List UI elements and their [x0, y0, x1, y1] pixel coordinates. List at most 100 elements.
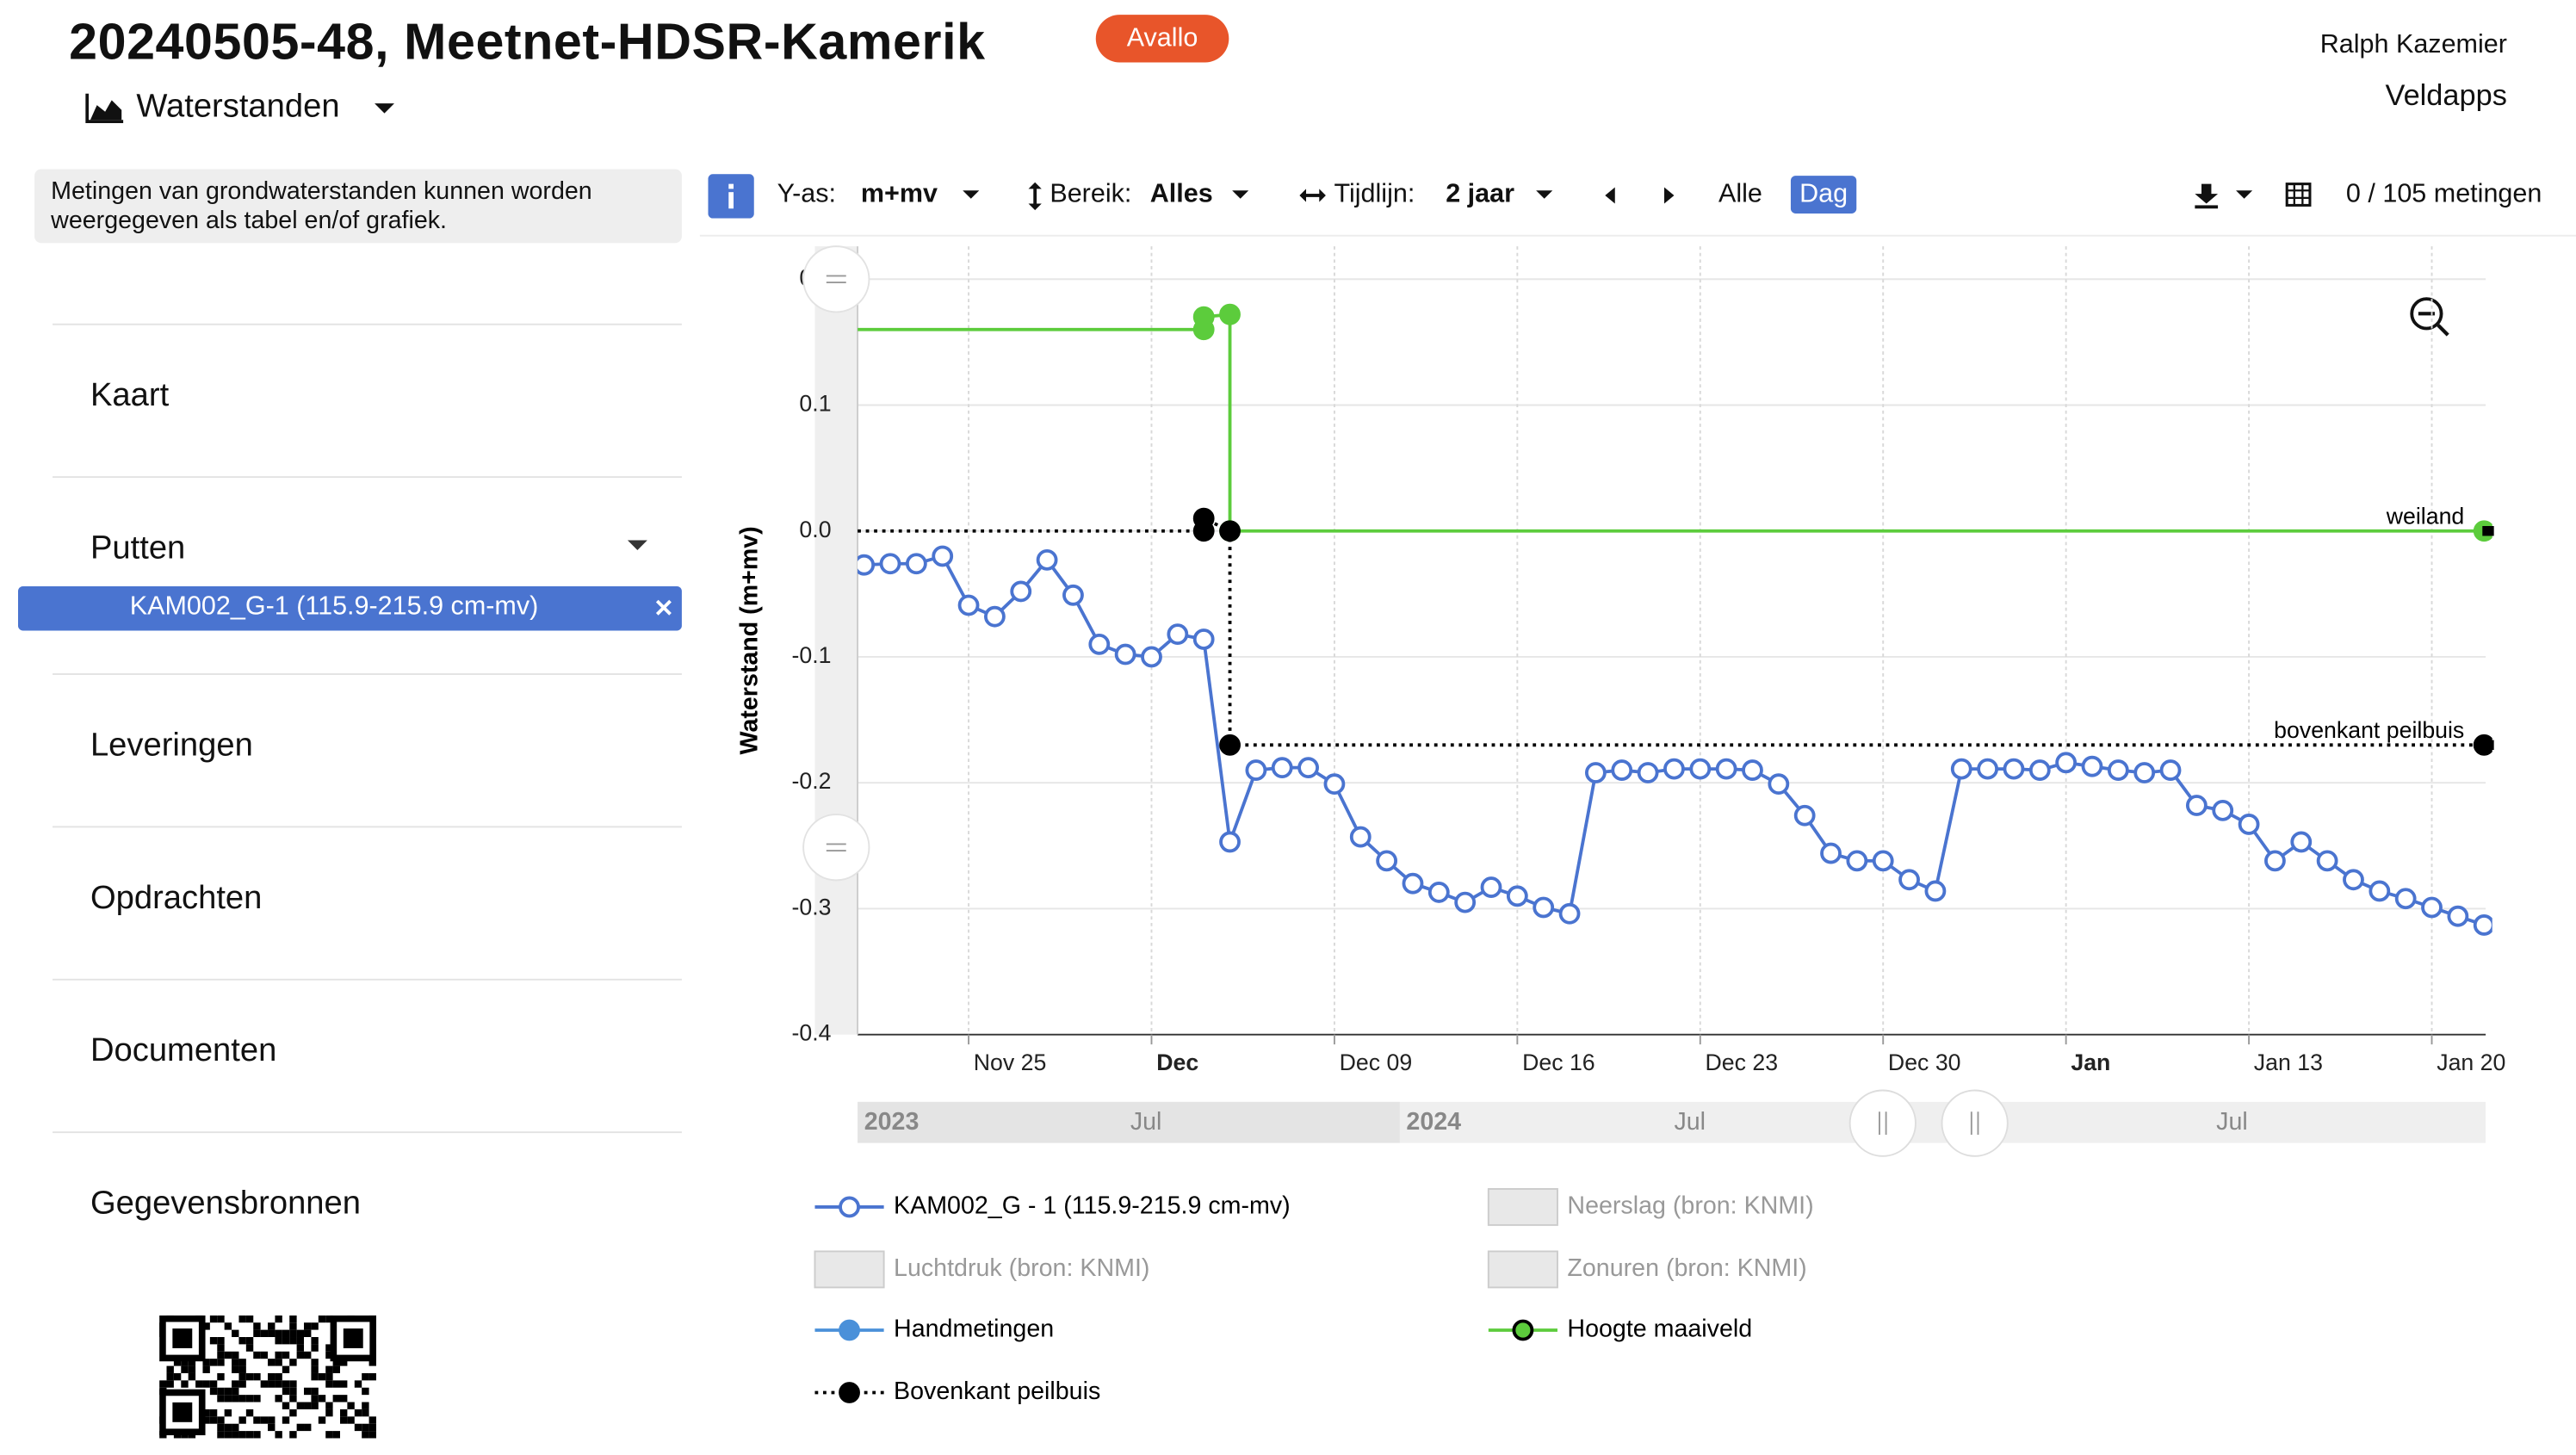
data-point	[1820, 842, 1842, 864]
qr-cell	[275, 1337, 282, 1345]
remove-icon[interactable]	[653, 597, 673, 617]
legend-item[interactable]: KAM002_G - 1 (115.9-215.9 cm-mv)	[814, 1192, 1291, 1220]
qr-cell	[260, 1380, 269, 1388]
view-dropdown[interactable]: Waterstanden	[136, 88, 340, 125]
qr-cell	[275, 1359, 282, 1366]
qr-cell	[195, 1380, 203, 1388]
navigator-handle-grip	[1970, 1111, 1979, 1136]
qr-cell	[253, 1395, 261, 1402]
data-point	[2264, 850, 2286, 872]
qr-cell	[304, 1329, 312, 1338]
legend-item[interactable]: Neerslag (bron: KNMI)	[1487, 1188, 1814, 1226]
qr-cell	[217, 1337, 225, 1345]
download-button[interactable]	[2193, 181, 2256, 210]
app-name[interactable]: Veldapps	[2385, 78, 2507, 112]
info-button[interactable]	[708, 174, 754, 219]
qr-cell	[217, 1351, 225, 1359]
qr-cell	[311, 1387, 319, 1396]
menu-separator	[53, 673, 682, 675]
qr-cell	[202, 1416, 210, 1424]
qr-cell	[368, 1372, 376, 1381]
range-dropdown[interactable]: Alles	[1149, 180, 1213, 209]
legend-item[interactable]: Hoogte maaiveld	[1488, 1316, 1752, 1343]
user-name[interactable]: Ralph Kazemier	[2319, 31, 2507, 59]
menu-item[interactable]: Opdrachten	[90, 880, 263, 917]
qr-cell	[275, 1329, 282, 1338]
menu-item[interactable]: Documenten	[90, 1032, 277, 1069]
qr-cell	[245, 1409, 254, 1417]
qr-cell	[368, 1416, 376, 1424]
qr-cell	[260, 1329, 269, 1338]
navigator-handle[interactable]	[1941, 1089, 2009, 1157]
caret[interactable]	[626, 537, 649, 554]
qr-cell	[289, 1380, 297, 1388]
qr-cell	[325, 1351, 333, 1359]
legend-item[interactable]: Zonuren (bron: KNMI)	[1487, 1250, 1807, 1289]
menu-item[interactable]: Gegevensbronnen	[90, 1186, 361, 1223]
data-point	[1219, 520, 1241, 542]
qr-cell	[311, 1402, 319, 1409]
qr-cell	[339, 1416, 348, 1424]
y-tick-label: -0.3	[792, 894, 832, 919]
qr-cell	[238, 1372, 246, 1381]
qr-cell	[339, 1409, 348, 1417]
qr-cell	[325, 1402, 333, 1409]
table-button[interactable]	[2285, 183, 2312, 207]
data-point	[2159, 759, 2182, 781]
navigator-handle-grip	[1879, 1111, 1887, 1136]
legend-item[interactable]: Bovenkant peilbuis	[814, 1378, 1100, 1405]
y-tick-label: 0.1	[799, 391, 831, 417]
zoom-button[interactable]	[2410, 297, 2449, 337]
qr-cell	[311, 1395, 319, 1402]
data-point	[1114, 643, 1136, 666]
qr-cell	[296, 1423, 305, 1432]
timeline-dropdown[interactable]: 2 jaar	[1446, 180, 1515, 209]
data-point	[879, 553, 901, 575]
qr-cell	[311, 1344, 319, 1352]
legend-label: KAM002_G - 1 (115.9-215.9 cm-mv)	[894, 1192, 1291, 1220]
all-button[interactable]: Alle	[1718, 180, 1762, 209]
legend-item[interactable]: Handmetingen	[814, 1316, 1054, 1343]
qr-cell	[318, 1395, 326, 1402]
menu-separator	[53, 826, 682, 828]
caret	[375, 103, 394, 114]
previous-button[interactable]	[1601, 186, 1618, 206]
data-point	[1036, 548, 1058, 571]
next-button[interactable]	[1661, 186, 1677, 206]
y-axis-title: Waterstand (m+mv)	[736, 526, 764, 754]
data-point	[1611, 759, 1633, 781]
menu-item[interactable]: Leveringen	[90, 727, 253, 764]
qr-cell	[232, 1423, 239, 1432]
plot-line-label: weiland	[2386, 504, 2465, 529]
data-point	[1219, 303, 1241, 325]
qr-cell	[296, 1351, 305, 1359]
data-point	[1846, 850, 1868, 872]
qr-cell	[275, 1372, 282, 1381]
qr-cell	[282, 1380, 290, 1388]
menu-item[interactable]: Putten	[90, 530, 186, 567]
data-point	[1192, 306, 1215, 328]
status-badge: Avallo	[1095, 15, 1229, 63]
menu-separator	[53, 1131, 682, 1134]
qr-cell	[347, 1402, 355, 1409]
data-point	[1062, 584, 1084, 606]
data-point	[1637, 762, 1659, 783]
qr-cell	[311, 1372, 319, 1381]
data-point	[2421, 896, 2443, 919]
y-axis-dropdown[interactable]: m+mv	[860, 180, 938, 209]
qr-cell	[362, 1431, 369, 1439]
qr-cell	[217, 1416, 225, 1424]
data-point	[2028, 759, 2051, 781]
day-button[interactable]: Dag	[1790, 176, 1857, 214]
y-axis-label: Y-as:	[777, 180, 837, 209]
qr-cell	[332, 1365, 340, 1373]
navigator-handle[interactable]	[1848, 1089, 1917, 1157]
selected-well[interactable]	[17, 585, 682, 631]
menu-item[interactable]: Kaart	[90, 377, 170, 414]
page-title: 20240505-48, Meetnet-HDSR-Kamerik	[69, 13, 986, 71]
qr-cell	[209, 1359, 218, 1366]
qr-cell	[296, 1337, 305, 1345]
legend-item[interactable]: Luchtdruk (bron: KNMI)	[814, 1250, 1149, 1289]
qr-cell	[245, 1337, 254, 1345]
